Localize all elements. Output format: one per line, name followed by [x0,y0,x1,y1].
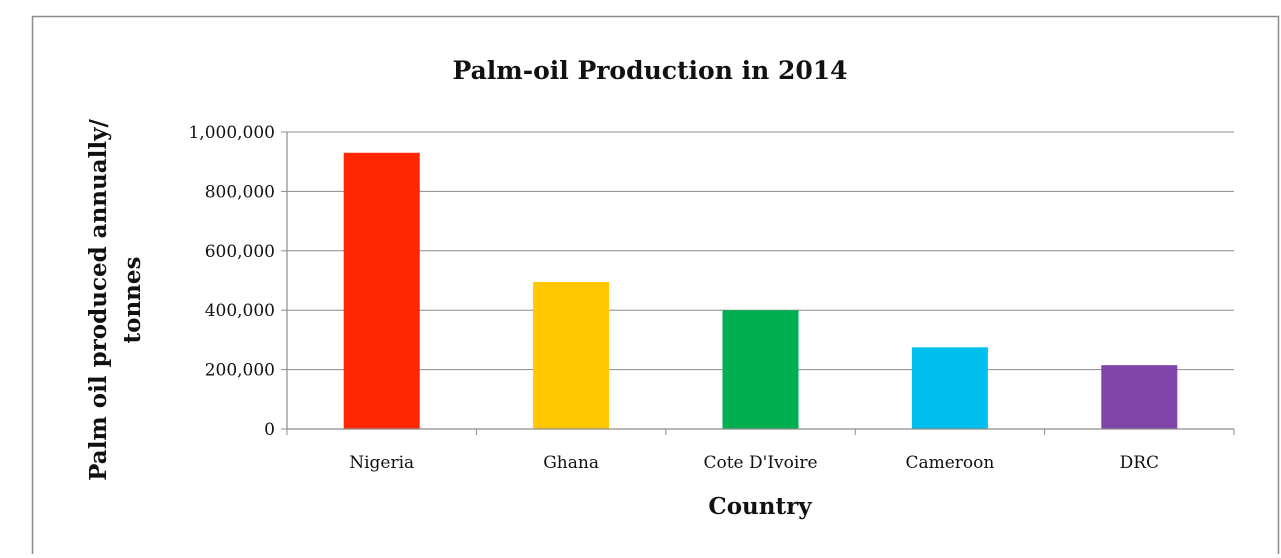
y-tick-label: 800,000 [205,182,275,202]
bar [1101,365,1178,429]
x-tick-label: Ghana [543,453,599,473]
bar [722,310,799,429]
y-tick-label: 400,000 [205,301,275,321]
bar [911,347,988,429]
x-tick-label: Cameroon [905,453,994,473]
y-axis-title-line-1: Palm oil produced annually/ [85,119,112,481]
y-tick-label: 200,000 [205,361,275,381]
x-tick-label: Nigeria [349,453,414,473]
y-tick-label: 600,000 [205,242,275,262]
y-axis-title-line-2: tonnes [119,257,146,344]
bar [343,152,420,430]
y-tick-label: 0 [264,420,275,440]
y-tick-label: 1,000,000 [188,123,275,143]
y-axis-ticks: 0 200,000 400,000 600,000 800,000 1,000,000 [188,123,287,440]
x-tick-label: Cote D'Ivoire [703,453,817,473]
y-axis-title: Palm oil produced annually/ tonnes [85,119,146,481]
x-axis-title: Country [708,493,812,520]
chart-border [31,15,1280,558]
bars [343,152,1178,430]
x-tick-label: DRC [1120,453,1159,473]
x-axis-ticks: Nigeria Ghana Cote D'Ivoire Cameroon DRC [286,429,1235,473]
chart-title: Palm-oil Production in 2014 [452,56,847,85]
gridlines [287,131,1234,371]
bar [533,281,610,429]
